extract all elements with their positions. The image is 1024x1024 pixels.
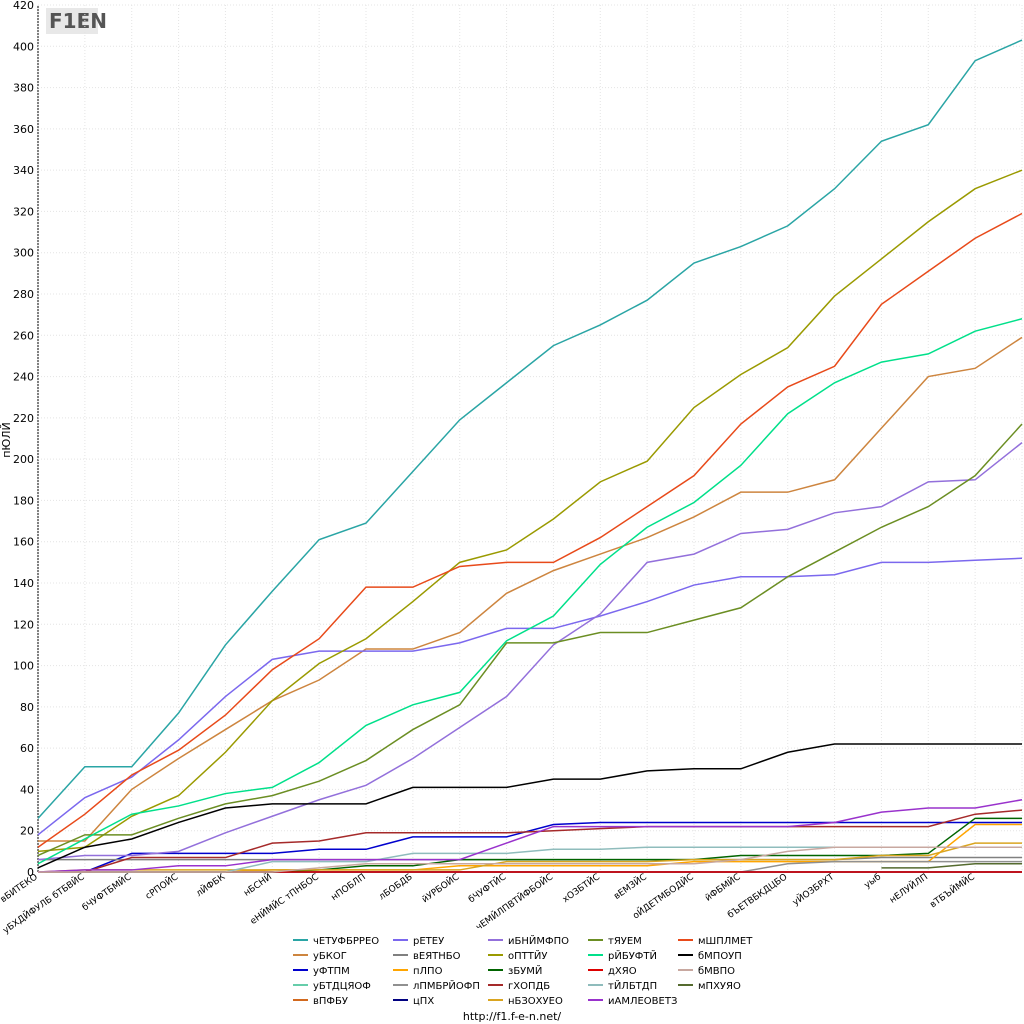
series-line	[38, 336, 1023, 842]
y-tick-label: 400	[13, 40, 34, 53]
legend-label: тЙЛБТДП	[608, 979, 657, 992]
y-tick-label: 0	[27, 866, 34, 879]
x-tick-label: нБСНЙ	[241, 871, 274, 899]
x-tick-label: чЕМЙЛПВТЙФБОЙС	[473, 871, 555, 933]
legend-label: уБТДЦЯОФ	[313, 981, 371, 992]
legend-label: чЕТУФБРРЕО	[313, 936, 379, 947]
x-tick-label: йФБМЙС	[702, 871, 742, 904]
y-tick-label: 140	[13, 577, 34, 590]
y-tick-label: 260	[13, 329, 34, 342]
series-line	[37, 842, 1022, 873]
logo: F1EN	[49, 9, 107, 33]
legend-label: пЛПО	[413, 966, 443, 977]
legend-label: мПХУЯО	[698, 981, 741, 992]
legend-label: бМВПО	[698, 966, 735, 977]
x-tick-label: йУРБОЙС	[419, 871, 461, 906]
series-line	[37, 169, 1023, 853]
legend-label: рЙБУФТЙ	[608, 949, 657, 962]
x-tick-label: вЕМЗЙС	[611, 871, 649, 902]
legend-label: дХЯО	[608, 966, 637, 977]
series-line	[38, 821, 1022, 873]
legend-label: мШПЛМЕТ	[698, 936, 753, 947]
series-line	[38, 809, 1023, 873]
series-line	[37, 557, 1023, 836]
legend-label: вПФБУ	[313, 996, 348, 1007]
x-tick-label: лБОБДБ	[377, 872, 414, 902]
y-tick-label: 380	[13, 82, 34, 95]
y-tick-label: 220	[13, 412, 34, 425]
y-tick-label: 180	[13, 494, 34, 507]
series-line	[37, 39, 1023, 819]
series-line	[740, 860, 1022, 873]
y-tick-label: 40	[20, 783, 34, 796]
legend-label: иБНЙМФПО	[508, 934, 569, 947]
legend-label: гХОПДБ	[508, 981, 550, 992]
x-tick-label: бЧУФТБМЙС	[80, 871, 134, 914]
y-tick-label: 320	[13, 205, 34, 218]
legend-label: цПХ	[413, 996, 434, 1007]
y-tick-label: 60	[20, 742, 34, 755]
x-tick-label: уЙОЗБРХТ	[790, 870, 837, 908]
x-tick-label: лЙФБК	[193, 870, 227, 899]
x-tick-label: вБИТЕКО	[0, 872, 40, 905]
y-tick-label: 420	[13, 0, 34, 12]
series-line	[38, 846, 1022, 873]
x-tick-label: сРПОЙС	[143, 871, 180, 902]
legend-label: иАМЛЕОВЕТЗ	[608, 996, 677, 1007]
legend-label: уБКОГ	[313, 951, 347, 962]
x-tick-label: уБХДЙФУЛБ бТБВЙС	[0, 871, 86, 936]
x-tick-label: уыб	[863, 872, 884, 891]
legend-label: уФТПМ	[313, 966, 350, 977]
y-tick-label: 280	[13, 288, 34, 301]
y-tick-label: 80	[20, 701, 34, 714]
series-line	[37, 743, 1022, 869]
footer: http://f1.f-e-n.net/	[463, 1010, 562, 1023]
series-line	[37, 442, 1023, 861]
y-tick-label: 100	[13, 660, 34, 673]
legend-label: зБУМЙ	[508, 964, 542, 977]
x-tick-label: нПОБЛП	[330, 872, 368, 903]
legend-label: оПТТЙУ	[508, 949, 547, 962]
y-tick-label: 160	[13, 536, 34, 549]
legend-label: лПМБРЙОФП	[413, 979, 480, 992]
series-line	[37, 212, 1023, 848]
y-tick-label: 300	[13, 247, 34, 260]
y-tick-label: 120	[13, 618, 34, 631]
logo-box	[46, 8, 98, 34]
legend-label: нБЗОХУЕО	[508, 996, 563, 1007]
x-tick-label: хОЗБТЙС	[560, 871, 602, 905]
series-line	[881, 862, 1022, 869]
legend-label: рЕТЕУ	[413, 936, 444, 947]
y-tick-label: 340	[13, 164, 34, 177]
y-tick-label: 360	[13, 123, 34, 136]
series-line	[37, 423, 1023, 857]
x-tick-label: нЕЛУЙЛП	[887, 871, 930, 906]
legend-label: бМПОУП	[698, 951, 742, 962]
x-tick-label: бЧУФТЙС	[466, 871, 508, 906]
y-axis-label: пЮЛЙ	[0, 422, 13, 458]
legend-label: вЕЯТНБО	[413, 951, 461, 962]
series-line	[37, 799, 1023, 873]
legend-label: тЯУЕМ	[608, 936, 642, 947]
y-tick-label: 200	[13, 453, 34, 466]
series-line	[37, 318, 1023, 865]
x-tick-label: вТБЪЙМЙС	[927, 871, 976, 911]
y-tick-label: 20	[20, 825, 34, 838]
y-tick-label: 240	[13, 371, 34, 384]
